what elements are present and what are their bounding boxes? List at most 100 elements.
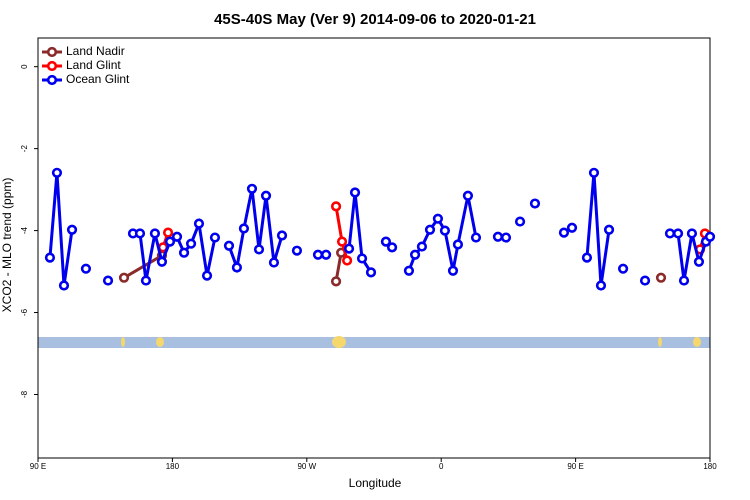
data-point xyxy=(639,275,651,286)
data-point xyxy=(330,201,342,212)
data-point xyxy=(424,224,436,235)
data-point xyxy=(672,228,684,239)
data-point xyxy=(349,187,361,198)
ocean-strip xyxy=(38,337,710,348)
data-point xyxy=(409,249,421,260)
legend-marker xyxy=(46,60,58,72)
data-point xyxy=(276,230,288,241)
x-tick-label: 180 xyxy=(703,462,717,471)
data-point xyxy=(253,244,265,255)
data-point xyxy=(140,275,152,286)
legend-marker xyxy=(46,46,58,58)
data-point xyxy=(342,255,353,266)
data-point xyxy=(416,241,428,252)
y-tick-label: -4 xyxy=(20,226,29,234)
x-tick-label: 180 xyxy=(166,462,180,471)
land-blob xyxy=(693,337,701,347)
legend-label: Land Nadir xyxy=(66,44,125,58)
data-point xyxy=(529,198,541,209)
x-tick-label: 90 E xyxy=(30,462,46,471)
land-blob xyxy=(332,336,346,348)
x-axis-label: Longitude xyxy=(349,476,402,490)
data-point xyxy=(201,270,213,281)
series-line xyxy=(227,188,284,274)
x-tick-label: 90 E xyxy=(567,462,583,471)
data-point xyxy=(386,242,398,253)
data-point xyxy=(336,236,348,247)
data-point xyxy=(66,224,78,235)
data-point xyxy=(595,280,607,291)
data-point xyxy=(617,263,629,274)
y-tick-label: -6 xyxy=(20,308,29,316)
data-point xyxy=(693,256,705,267)
data-point xyxy=(655,272,667,283)
y-tick-label: -8 xyxy=(20,390,29,398)
series-line xyxy=(407,195,478,272)
series-line xyxy=(585,172,611,286)
data-point xyxy=(260,190,272,201)
land-blob xyxy=(121,337,125,347)
data-point xyxy=(209,232,221,243)
data-point xyxy=(44,252,56,263)
plot-frame xyxy=(37,37,711,459)
data-point xyxy=(268,257,280,268)
series-line xyxy=(48,172,74,286)
data-point xyxy=(588,167,600,178)
data-point xyxy=(102,275,114,286)
data-point xyxy=(246,183,258,194)
data-point xyxy=(291,245,303,256)
series-line xyxy=(347,192,373,274)
data-point xyxy=(447,265,459,276)
data-point xyxy=(171,231,183,242)
series-line xyxy=(132,217,217,281)
legend-marker xyxy=(46,74,58,86)
data-point xyxy=(149,228,161,239)
data-point xyxy=(58,280,70,291)
data-point xyxy=(356,253,368,264)
land-blob xyxy=(658,337,662,347)
data-point xyxy=(80,263,92,274)
data-point xyxy=(566,222,578,233)
data-point xyxy=(704,231,716,242)
data-point xyxy=(118,272,130,283)
data-point xyxy=(312,249,324,260)
data-point xyxy=(581,252,593,263)
data-point xyxy=(380,236,392,247)
data-point xyxy=(686,228,698,239)
legend-label: Ocean Glint xyxy=(66,72,130,86)
chart-title: 45S-40S May (Ver 9) 2014-09-06 to 2020-0… xyxy=(214,11,536,28)
data-point xyxy=(432,213,444,224)
data-point xyxy=(51,167,63,178)
land-mask-strip xyxy=(38,336,710,348)
land-blob xyxy=(156,337,164,347)
data-point xyxy=(452,239,464,250)
data-point xyxy=(470,232,482,243)
data-point xyxy=(134,228,146,239)
data-point xyxy=(164,236,176,247)
data-point xyxy=(603,224,615,235)
x-tick-label: 0 xyxy=(439,462,444,471)
data-point xyxy=(343,243,355,254)
data-point xyxy=(664,228,676,239)
data-point xyxy=(320,249,332,260)
data-point xyxy=(238,223,250,234)
y-tick-label: -2 xyxy=(20,145,29,153)
data-point xyxy=(514,216,526,227)
data-point xyxy=(193,218,205,229)
y-tick-label: 0 xyxy=(20,64,29,69)
data-point xyxy=(156,256,168,267)
data-point xyxy=(223,240,235,251)
data-point xyxy=(365,267,377,278)
data-point xyxy=(178,247,190,258)
data-point xyxy=(500,232,512,243)
data-point xyxy=(462,190,474,201)
data-point xyxy=(492,231,504,242)
data-point xyxy=(185,238,197,249)
data-point xyxy=(330,276,342,287)
data-point xyxy=(678,275,690,286)
data-point xyxy=(162,227,174,238)
data-point xyxy=(231,262,243,273)
data-point xyxy=(403,265,415,276)
y-axis-label: XCO2 - MLO trend (ppm) xyxy=(0,178,14,313)
